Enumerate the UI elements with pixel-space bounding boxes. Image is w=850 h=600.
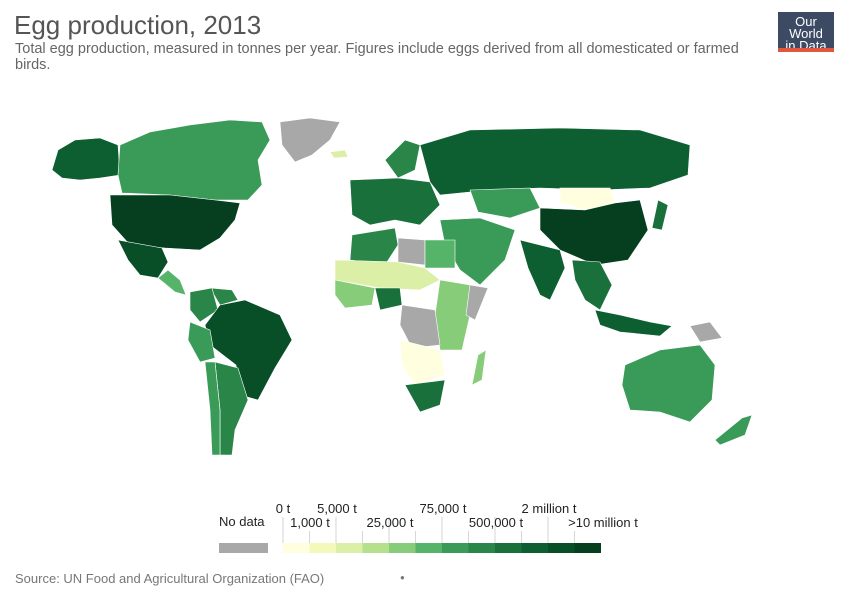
- map-region-scandinavia[interactable]: Scandinavia: [384, 139, 421, 179]
- legend-label-0t: 0 t: [276, 501, 291, 516]
- legend-no-data-swatch: [219, 543, 268, 553]
- map-region-north-africa[interactable]: North Africa: [349, 227, 399, 266]
- legend-bin-5: [415, 543, 442, 553]
- map-region-colombia[interactable]: Colombia: [189, 287, 219, 323]
- map-region-nigeria[interactable]: Nigeria: [374, 287, 403, 311]
- legend-label-25000t: 25,000 t: [367, 515, 414, 530]
- map-region-east-africa[interactable]: East Africa: [434, 279, 471, 351]
- map-region-china[interactable]: China: [539, 199, 649, 266]
- map-region-new-zealand[interactable]: New Zealand: [714, 414, 753, 446]
- legend-bin-0: [283, 543, 310, 553]
- legend-label-10-million-t: >10 million t: [568, 515, 638, 530]
- decorative-dot: ●: [400, 573, 405, 582]
- map-region-papua-new-guinea[interactable]: Papua New Guinea: [689, 321, 723, 343]
- legend-bin-11: [574, 543, 601, 553]
- map-region-greenland[interactable]: Greenland: [279, 117, 341, 163]
- map-region-egypt[interactable]: Egypt: [424, 239, 456, 269]
- map-region-central-america[interactable]: Central America: [157, 269, 187, 296]
- logo-accent-bar: [778, 48, 834, 52]
- page-subtitle: Total egg production, measured in tonnes…: [15, 41, 739, 73]
- map-region-canada[interactable]: Canada: [117, 119, 271, 201]
- map-region-kazakhstan[interactable]: Kazakhstan: [469, 187, 541, 219]
- map-region-australia[interactable]: Australia: [621, 344, 716, 423]
- map-region-iceland[interactable]: Iceland: [329, 149, 349, 159]
- map-region-russia[interactable]: Russia: [419, 127, 691, 196]
- map-region-indonesia[interactable]: Indonesia: [594, 309, 673, 337]
- map-region-united-states[interactable]: United States: [109, 194, 241, 251]
- legend-bin-8: [495, 543, 522, 553]
- map-region-europe[interactable]: Europe: [349, 177, 441, 226]
- map-region-alaska[interactable]: Alaska: [51, 137, 121, 181]
- map-region-peru[interactable]: Peru: [187, 321, 216, 363]
- legend-bin-9: [521, 543, 548, 553]
- map-region-chile[interactable]: Chile: [204, 361, 221, 456]
- map-region-west-africa[interactable]: West Africa: [334, 279, 376, 309]
- page-title: Egg production, 2013: [14, 10, 262, 40]
- map-region-japan[interactable]: Japan: [651, 199, 669, 231]
- legend-bin-10: [548, 543, 575, 553]
- legend-label-500000t: 500,000 t: [469, 515, 524, 530]
- map-region-venezuela[interactable]: Venezuela: [209, 287, 239, 306]
- legend-bin-2: [336, 543, 363, 553]
- legend-bin-7: [468, 543, 495, 553]
- legend-bin-3: [362, 543, 389, 553]
- source-note: Source: UN Food and Agricultural Organiz…: [15, 571, 325, 586]
- map-region-south-africa[interactable]: South Africa: [404, 379, 446, 413]
- map-region-india[interactable]: India: [519, 239, 566, 301]
- world-map: Alaska Canada Greenland United States Me…: [51, 117, 753, 456]
- legend-label-2-million-t: 2 million t: [522, 501, 577, 516]
- legend-label-1000t: 1,000 t: [290, 515, 330, 530]
- legend-bins: [282, 517, 601, 553]
- map-legend: No data 0 t 5,000 t 75,000 t 2 million t…: [219, 501, 638, 553]
- legend-label-5000t: 5,000 t: [317, 501, 357, 516]
- map-region-southern-africa[interactable]: Southern Africa: [399, 339, 446, 386]
- legend-bin-1: [309, 543, 336, 553]
- owid-logo[interactable]: Our World in Data: [778, 12, 834, 52]
- map-region-libya[interactable]: Libya: [397, 237, 426, 266]
- legend-bin-4: [389, 543, 416, 553]
- legend-no-data-label: No data: [219, 514, 265, 529]
- legend-bin-6: [442, 543, 469, 553]
- logo-line-1: Our World: [789, 14, 823, 41]
- legend-label-75000t: 75,000 t: [420, 501, 467, 516]
- map-region-southeast-asia[interactable]: Southeast Asia: [571, 259, 613, 311]
- map-region-madagascar[interactable]: Madagascar: [471, 349, 487, 386]
- map-region-somalia[interactable]: Somalia: [465, 284, 489, 321]
